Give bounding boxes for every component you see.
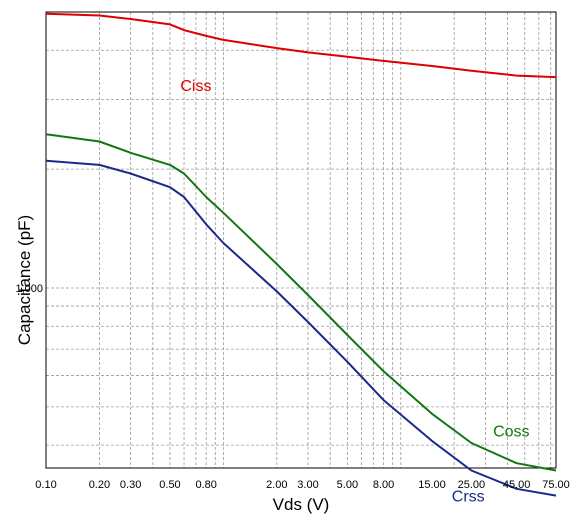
x-tick-label: 3.00 [297,479,318,491]
plot-frame [45,11,557,469]
tick-layer: 0.10 0.20 0.30 0.50 0.80 2.00 3.00 5.00 8.00 15.0… [15,283,569,491]
x-tick-label: 0.50 [159,479,180,491]
label-layer: Ciss Coss Crss [180,78,529,505]
x-tick-label: 75.00 [542,479,570,491]
x-tick-label: 0.30 [120,479,141,491]
series-line-coss [45,133,557,472]
x-tick-label: 0.20 [89,479,110,491]
series-label-ciss: Ciss [180,78,211,95]
x-tick-label: 0.80 [195,479,216,491]
series-label-crss: Crss [452,488,485,505]
x-tick-label: 8.00 [373,479,394,491]
x-tick-label: 45.00 [503,479,531,491]
series-label-coss: Coss [493,424,529,441]
x-tick-label: 5.00 [337,479,358,491]
y-tick-label: 1,000 [15,283,43,295]
x-axis-title: Vds (V) [273,495,330,514]
x-tick-label: 2.00 [266,479,287,491]
x-tick-label: 0.10 [35,479,56,491]
y-axis-title: Capacitance (pF) [15,215,34,345]
x-tick-label: 25.00 [458,479,486,491]
series-line-crss [45,159,557,497]
series-line-ciss [45,12,557,79]
series-layer [45,12,557,497]
grid-layer [46,12,556,468]
x-tick-label: 15.00 [418,479,446,491]
